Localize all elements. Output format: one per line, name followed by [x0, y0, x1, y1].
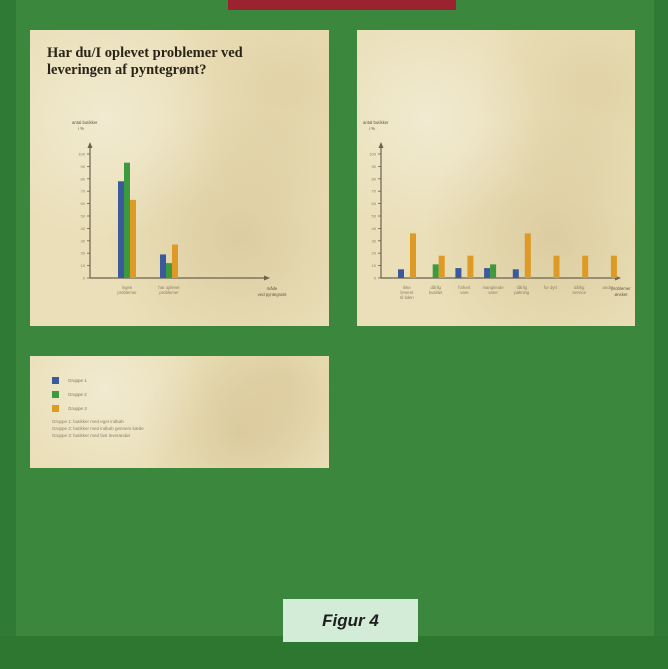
bar — [166, 263, 172, 278]
y-tick-label: 70 — [81, 189, 86, 194]
bar — [130, 200, 136, 278]
y-tick-label: 0 — [374, 276, 377, 281]
legend-swatch-gruppe-1 — [52, 377, 59, 384]
legend-label: Gruppe 1 — [68, 378, 87, 383]
legend-item: Gruppe 2 — [52, 387, 87, 401]
legend-swatch-gruppe-2 — [52, 391, 59, 398]
x-tick-label: dårlig kvalitet — [429, 285, 443, 295]
x-axis-label: måde — [267, 286, 278, 291]
legend-note: Gruppe 1: butikker med eget indkøb — [52, 418, 322, 425]
y-tick-label: 0 — [83, 276, 86, 281]
bar — [455, 268, 461, 278]
bar — [398, 269, 404, 278]
bar — [513, 269, 519, 278]
y-axis-label-unit: i % — [78, 126, 84, 131]
figure-caption-box: Figur 4 — [283, 599, 418, 642]
y-tick-label: 50 — [81, 214, 86, 219]
legend-notes: Gruppe 1: butikker med eget indkøb Grupp… — [52, 418, 322, 439]
y-tick-label: 80 — [81, 176, 86, 181]
chart-panel-2: antal butikker i % 0 10 20 30 40 50 60 70 80 90 100 i… — [357, 30, 635, 326]
x-tick-label: har oplevet problemer — [158, 285, 180, 295]
right-border-stripe — [654, 0, 668, 669]
x-tick-label: forkert vare — [458, 285, 471, 295]
y-tick-label: 30 — [372, 238, 377, 243]
figure-caption: Figur 4 — [322, 611, 379, 631]
legend-swatch-gruppe-3 — [52, 405, 59, 412]
x-tick-label: manglende varer — [482, 285, 504, 295]
y-axis-label: antal butikker — [72, 120, 98, 125]
bar — [118, 181, 124, 278]
top-red-tab — [228, 0, 456, 10]
y-tick-label: 20 — [81, 251, 86, 256]
bar — [433, 264, 439, 278]
y-tick-label: 90 — [81, 164, 86, 169]
x-axis-arrow — [264, 276, 270, 281]
y-tick-label: 10 — [372, 263, 377, 268]
y-tick-label: 100 — [78, 152, 85, 157]
y-axis-label-unit: i % — [369, 126, 375, 131]
chart-panel-1: Har du/I oplevet problemer ved leveringe… — [30, 30, 329, 326]
legend-note: Gruppe 2: butikker med indkøb gennem kæd… — [52, 425, 322, 432]
y-tick-label: 40 — [81, 226, 86, 231]
bar — [490, 264, 496, 278]
y-tick-label: 60 — [81, 201, 86, 206]
y-tick-label: 60 — [372, 201, 377, 206]
left-border-stripe — [0, 0, 16, 669]
y-tick-label: 10 — [81, 263, 86, 268]
y-tick-label: 30 — [81, 238, 86, 243]
y-axis-arrow — [379, 142, 384, 148]
bar — [467, 256, 473, 278]
y-tick-label: 20 — [372, 251, 377, 256]
y-axis-arrow — [88, 142, 93, 148]
legend-panel: Gruppe 1 Gruppe 2 Gruppe 3 Gruppe 1: but… — [30, 356, 329, 468]
bar — [484, 268, 490, 278]
x-axis-label-2: ved pyntegrønt — [258, 292, 287, 297]
x-axis-label: problemer — [611, 286, 631, 291]
y-tick-label: 70 — [372, 189, 377, 194]
y-axis-label: antal butikker — [363, 120, 389, 125]
x-tick-label: ingen problemer — [117, 285, 137, 295]
y-tick-label: 90 — [372, 164, 377, 169]
x-tick-label: ikke leveret til tiden — [400, 285, 414, 300]
y-tick-label: 80 — [372, 176, 377, 181]
bar — [124, 163, 130, 278]
bar — [525, 233, 531, 278]
legend-item: Gruppe 1 — [52, 373, 87, 387]
legend-item: Gruppe 3 — [52, 401, 87, 415]
bar — [611, 256, 617, 278]
y-tick-label: 100 — [369, 152, 376, 157]
y-tick-label: 40 — [372, 226, 377, 231]
bar — [160, 254, 166, 278]
x-axis-label-2: ønsket — [615, 292, 629, 297]
x-tick-label: for dyrt — [544, 285, 558, 290]
x-tick-label: dårlig pakning — [514, 285, 530, 295]
x-tick-label: dårlig service — [572, 285, 586, 295]
legend: Gruppe 1 Gruppe 2 Gruppe 3 — [52, 373, 87, 415]
bar — [439, 256, 445, 278]
bar — [554, 256, 560, 278]
bar — [172, 245, 178, 278]
y-tick-label: 50 — [372, 214, 377, 219]
legend-label: Gruppe 2 — [68, 392, 87, 397]
legend-label: Gruppe 3 — [68, 406, 87, 411]
bar — [582, 256, 588, 278]
bar — [410, 233, 416, 278]
legend-note: Gruppe 3: butikker med fast leverandør — [52, 432, 322, 439]
